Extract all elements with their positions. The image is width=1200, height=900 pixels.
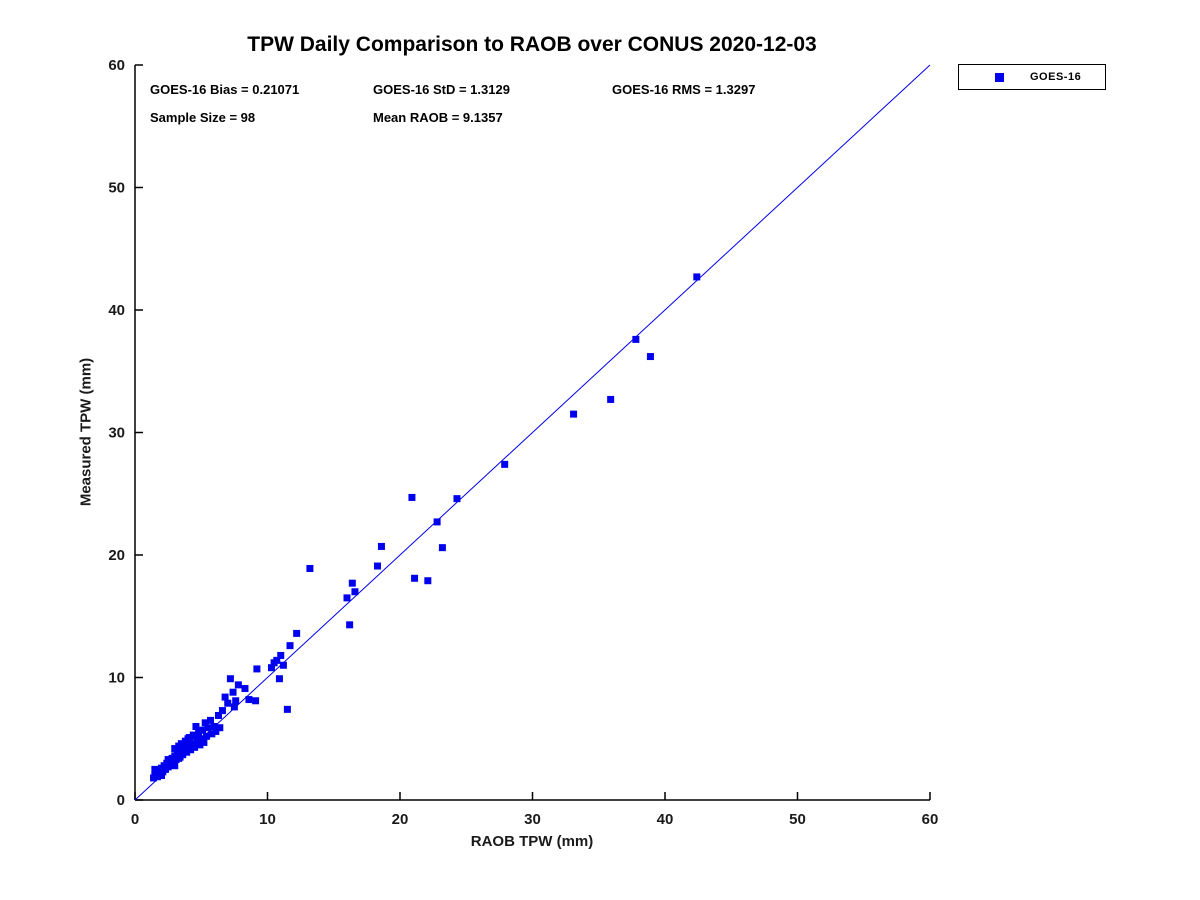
- scatter-point: [151, 765, 159, 773]
- y-tick-label: 0: [117, 792, 125, 809]
- y-tick-label: 40: [108, 302, 125, 319]
- y-tick-label: 20: [108, 547, 125, 564]
- scatter-point: [346, 621, 354, 629]
- scatter-point: [253, 665, 261, 673]
- scatter-point: [171, 762, 179, 770]
- scatter-point: [241, 685, 249, 693]
- scatter-point: [646, 353, 654, 361]
- scatter-point: [192, 723, 200, 730]
- stat-sample-size: Sample Size = 98: [150, 110, 256, 125]
- scatter-point: [191, 743, 199, 751]
- scatter-point: [607, 395, 615, 403]
- scatter-point: [216, 724, 224, 732]
- scatter-point: [184, 742, 192, 750]
- scatter-point: [267, 664, 275, 672]
- scatter-point: [187, 746, 195, 754]
- scatter-point: [188, 740, 196, 748]
- stat-mean-raob: Mean RAOB = 9.1357: [373, 110, 503, 125]
- scatter-point: [501, 460, 509, 468]
- scatter-point: [197, 735, 205, 743]
- scatter-point: [211, 723, 218, 730]
- scatter-point: [229, 688, 237, 696]
- scatter-point: [208, 730, 216, 738]
- chart-title: TPW Daily Comparison to RAOB over CONUS …: [247, 33, 817, 56]
- scatter-point: [183, 748, 191, 756]
- scatter-point: [306, 564, 314, 572]
- x-tick-label: 50: [789, 811, 806, 828]
- scatter-point: [204, 724, 212, 732]
- legend-label-goes16: GOES-16: [1030, 71, 1082, 83]
- scatter-point: [232, 697, 240, 705]
- scatter-point: [377, 542, 385, 550]
- scatter-point: [195, 729, 203, 737]
- scatter-point: [221, 693, 229, 701]
- scatter-point: [173, 749, 181, 757]
- scatter-point: [293, 629, 301, 637]
- scatter-point: [286, 642, 294, 650]
- x-tick-label: 30: [524, 811, 541, 828]
- scatter-point: [212, 727, 220, 735]
- scatter-point: [199, 726, 207, 734]
- scatter-point: [214, 711, 222, 719]
- scatter-point: [245, 696, 253, 704]
- scatter-point: [203, 732, 211, 740]
- scatter-point: [180, 745, 188, 753]
- scatter-point: [226, 675, 234, 683]
- scatter-point: [433, 518, 441, 526]
- scatter-point: [193, 737, 201, 745]
- y-tick-label: 30: [108, 425, 125, 442]
- scatter-point: [171, 745, 179, 753]
- x-tick-label: 40: [657, 811, 674, 828]
- scatter-point: [438, 544, 446, 552]
- scatter-point: [277, 651, 285, 659]
- scatter-point: [224, 699, 232, 707]
- stat-std: GOES-16 StD = 1.3129: [373, 82, 510, 97]
- scatter-point: [273, 656, 281, 664]
- x-tick-label: 20: [392, 811, 409, 828]
- scatter-point: [179, 751, 187, 759]
- scatter-point: [411, 574, 419, 582]
- x-tick-label: 60: [922, 811, 939, 828]
- scatter-point: [252, 697, 260, 705]
- scatter-point: [632, 335, 640, 343]
- legend: GOES-16: [958, 64, 1106, 90]
- scatter-point: [570, 410, 578, 418]
- scatter-point: [201, 719, 209, 727]
- scatter-point: [234, 681, 242, 689]
- scatter-point: [348, 579, 356, 587]
- scatter-point: [200, 738, 208, 746]
- x-axis-label: RAOB TPW (mm): [470, 833, 594, 850]
- scatter-point: [191, 732, 199, 740]
- scatter-point: [218, 707, 226, 715]
- scatter-point: [158, 772, 165, 779]
- scatter-point: [196, 741, 204, 749]
- y-axis-label: Measured TPW (mm): [77, 357, 95, 507]
- x-tick-label: 10: [259, 811, 276, 828]
- stat-bias: GOES-16 Bias = 0.21071: [150, 82, 300, 97]
- scatter-point: [283, 705, 291, 713]
- scatter-point: [373, 562, 381, 570]
- legend-marker-goes16: [995, 72, 1004, 82]
- scatter-point: [185, 734, 193, 742]
- scatter-point: [207, 716, 215, 724]
- y-tick-label: 60: [108, 57, 125, 74]
- scatter-point: [424, 577, 432, 585]
- stat-rms: GOES-16 RMS = 1.3297: [612, 82, 756, 97]
- scatter-point: [279, 661, 287, 669]
- scatter-point: [351, 588, 359, 596]
- scatter-point: [230, 703, 238, 711]
- y-tick-label: 10: [108, 670, 125, 687]
- scatter-point: [343, 594, 351, 602]
- identity-line: [134, 64, 931, 801]
- scatter-point: [693, 273, 701, 281]
- scatter-point: [453, 495, 461, 503]
- y-tick-label: 50: [108, 180, 125, 197]
- x-tick-label: 0: [131, 811, 139, 828]
- scatter-point: [408, 493, 416, 501]
- scatter-point: [275, 675, 283, 683]
